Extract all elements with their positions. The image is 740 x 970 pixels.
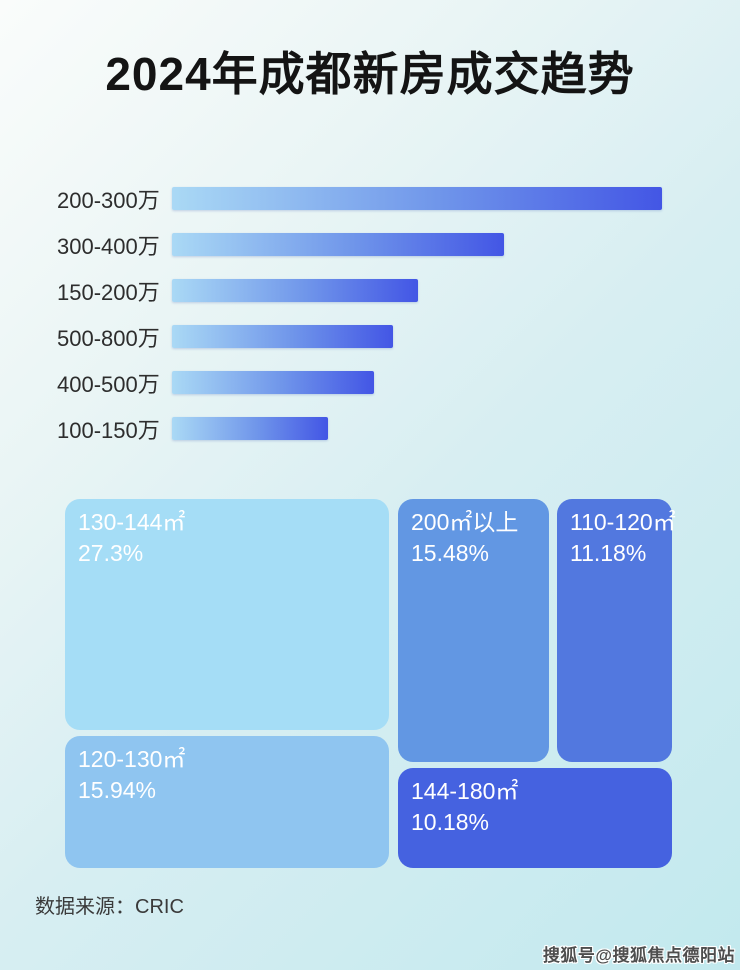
bar-track bbox=[172, 187, 662, 210]
treemap-cell-130-144: 130-144㎡ 27.3% bbox=[65, 499, 389, 730]
bar bbox=[172, 279, 418, 302]
treemap-cell-144-180: 144-180㎡ 10.18% bbox=[398, 768, 672, 868]
area-size-treemap: 130-144㎡ 27.3% 120-130㎡ 15.94% 200㎡以上 15… bbox=[65, 499, 676, 868]
data-source: 数据来源：CRIC bbox=[35, 896, 184, 918]
bar bbox=[172, 371, 374, 394]
cell-range-label: 144-180㎡ bbox=[411, 778, 519, 804]
bar-label: 100-150万 bbox=[57, 417, 160, 443]
bar-label: 500-800万 bbox=[57, 325, 160, 351]
bar bbox=[172, 417, 328, 440]
price-range-bar-chart: 200-300万 300-400万 150-200万 500-800万 400-… bbox=[0, 187, 740, 463]
treemap-cell-200-plus: 200㎡以上 15.48% bbox=[398, 499, 549, 762]
bar-row: 500-800万 bbox=[0, 325, 740, 351]
cell-percent-label: 27.3% bbox=[78, 540, 144, 566]
cell-percent-label: 10.18% bbox=[411, 809, 490, 835]
bar-track bbox=[172, 233, 662, 256]
watermark: 搜狐号@搜狐焦点德阳站 bbox=[542, 946, 735, 965]
cell-range-label: 200㎡以上 bbox=[411, 509, 519, 535]
bar-row: 400-500万 bbox=[0, 371, 740, 397]
bar-label: 400-500万 bbox=[57, 371, 160, 397]
bar bbox=[172, 233, 505, 256]
bar-track bbox=[172, 417, 662, 440]
bar-label: 200-300万 bbox=[57, 187, 160, 213]
bar bbox=[172, 325, 393, 348]
page-title: 2024年成都新房成交趋势 bbox=[105, 48, 635, 100]
bar-label: 150-200万 bbox=[57, 279, 160, 305]
bar-track bbox=[172, 325, 662, 348]
bar-row: 150-200万 bbox=[0, 279, 740, 305]
bar-row: 100-150万 bbox=[0, 417, 740, 443]
bar-track bbox=[172, 371, 662, 394]
bar-row: 200-300万 bbox=[0, 187, 740, 213]
bar-label: 300-400万 bbox=[57, 233, 160, 259]
bar-track bbox=[172, 279, 662, 302]
bar-row: 300-400万 bbox=[0, 233, 740, 259]
cell-percent-label: 11.18% bbox=[570, 540, 647, 566]
treemap-cell-110-120: 110-120㎡ 11.18% bbox=[557, 499, 676, 762]
cell-range-label: 110-120㎡ bbox=[570, 509, 676, 535]
bar bbox=[172, 187, 662, 210]
cell-percent-label: 15.94% bbox=[78, 777, 157, 803]
cell-range-label: 120-130㎡ bbox=[78, 746, 186, 772]
cell-percent-label: 15.48% bbox=[411, 540, 490, 566]
cell-range-label: 130-144㎡ bbox=[78, 509, 186, 535]
treemap-cell-120-130: 120-130㎡ 15.94% bbox=[65, 736, 389, 868]
